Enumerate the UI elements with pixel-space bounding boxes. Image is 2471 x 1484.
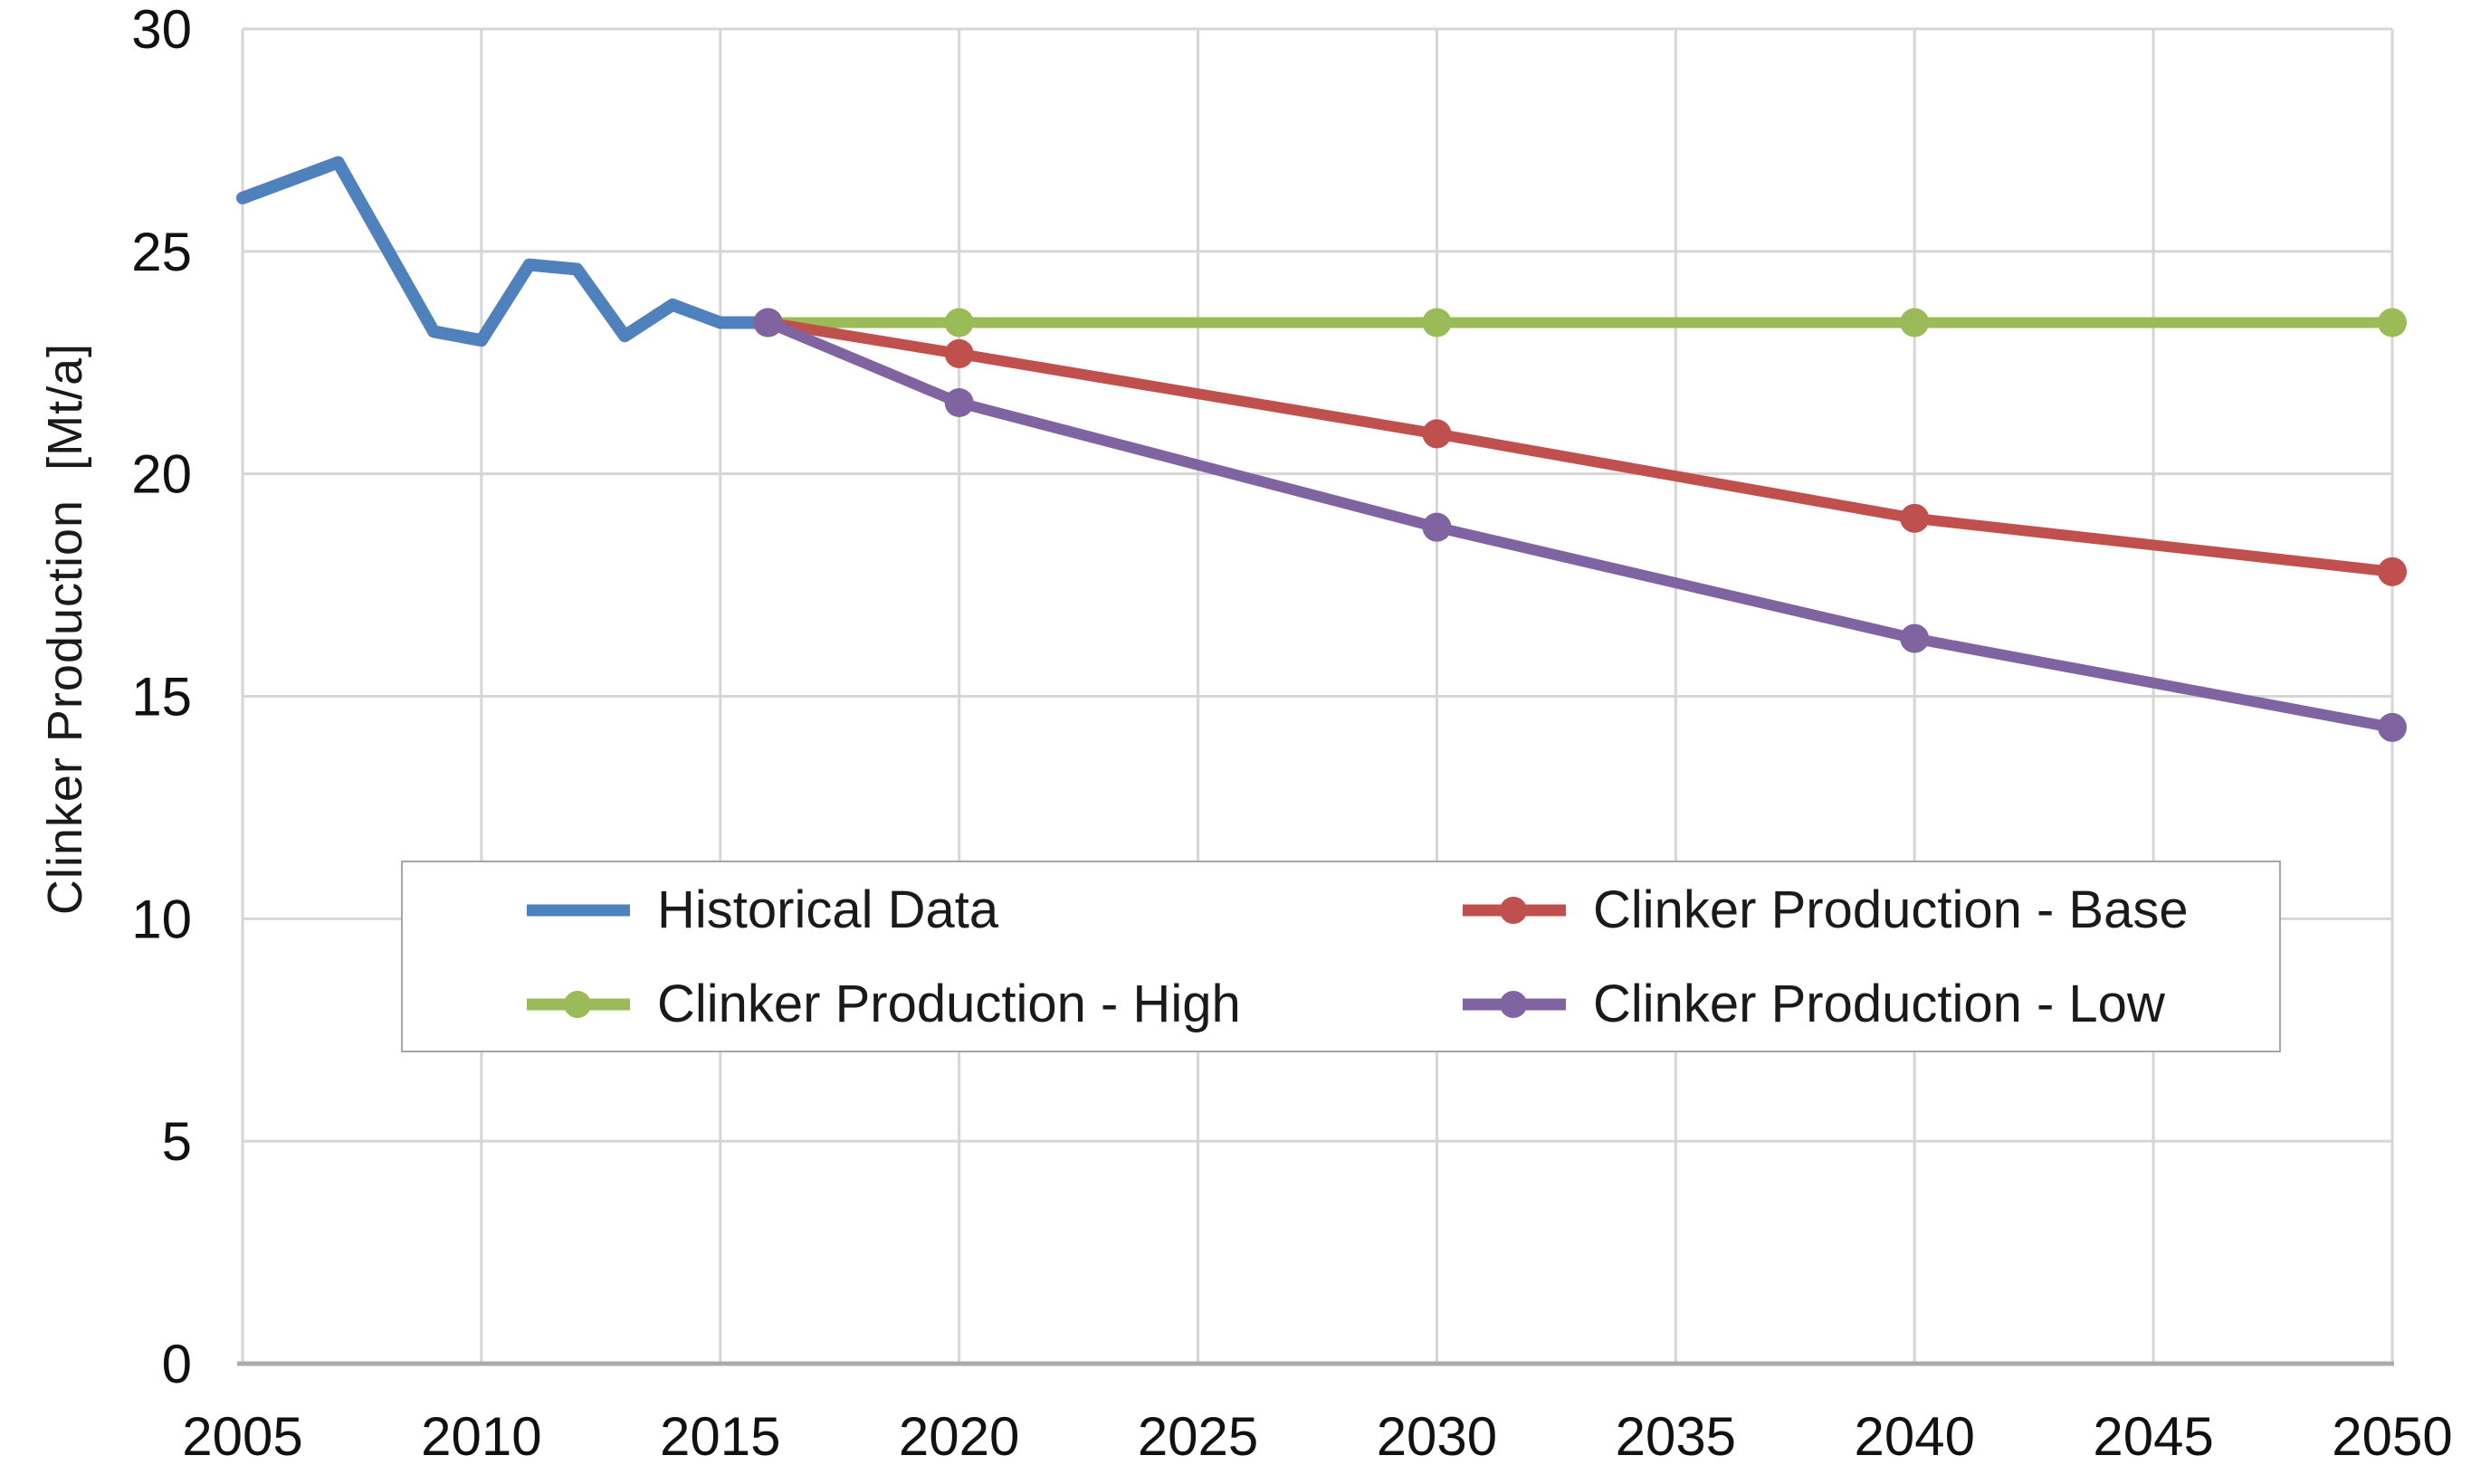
data-point-marker [1900,623,1930,653]
x-axis-tick-label: 2045 [2093,1406,2213,1467]
y-axis-tick-label: 5 [162,1111,192,1172]
y-axis-tick-label: 10 [131,889,192,949]
y-axis-tick-label: 20 [131,444,192,505]
data-point-marker [944,338,974,368]
y-axis-tick-label: 15 [131,667,192,728]
y-axis-tick-label: 0 [162,1334,192,1394]
legend-label-clinker-production-base: Clinker Production - Base [1593,880,2189,939]
x-axis-tick-label: 2015 [660,1406,780,1467]
legend-line-swatch-low [1463,991,1566,1018]
series-line-clinker-production-low [762,317,2398,733]
data-point-marker [2378,712,2407,742]
series-markers-clinker-production-low [753,308,2407,742]
x-axis-tick-label: 2040 [1854,1406,1974,1467]
data-point-marker [1900,308,1930,338]
legend-label-historical-data: Historical Data [657,880,999,939]
data-point-marker [1422,512,1452,542]
x-axis-tick-label: 2035 [1616,1406,1736,1467]
x-axis-tick-label: 2050 [2332,1406,2452,1467]
legend-line-swatch-historical [527,904,630,917]
data-point-marker [1422,419,1452,449]
data-point-marker [2378,308,2407,338]
gridlines [241,27,2394,1364]
legend-line-swatch-high [527,991,630,1018]
y-axis-tick-label: 25 [131,222,192,282]
series-line-historical-data [236,156,775,347]
x-axis-tick-label: 2010 [421,1406,541,1467]
data-point-marker [2378,556,2407,586]
legend-label-clinker-production-high: Clinker Production - High [657,975,1241,1033]
legend-item-clinker-production-high: Clinker Production - High [525,973,1241,1036]
legend-item-clinker-production-base: Clinker Production - Base [1461,879,2189,942]
x-axis-tick-label: 2005 [182,1406,302,1467]
data-point-marker [944,388,974,417]
y-axis-title: Clinker Production [Mt/a] [38,342,92,916]
legend-line-swatch-base [1463,897,1566,924]
x-axis-tick-label: 2030 [1377,1406,1497,1467]
legend-label-clinker-production-low: Clinker Production - Low [1593,975,2165,1033]
legend: Historical Data Clinker Production - Bas… [401,861,2281,1052]
data-point-marker [1900,503,1930,533]
data-point-marker [944,308,974,338]
series-line-clinker-production-base [762,317,2398,577]
y-axis-tick-label: 30 [131,0,192,60]
series-group [236,156,2407,742]
legend-item-clinker-production-low: Clinker Production - Low [1461,973,2165,1036]
legend-item-historical-data: Historical Data [525,879,998,942]
x-axis-tick-label: 2020 [899,1406,1019,1467]
data-point-marker [753,308,783,338]
data-point-marker [1422,308,1452,338]
x-axis-tick-label: 2025 [1138,1406,1258,1467]
